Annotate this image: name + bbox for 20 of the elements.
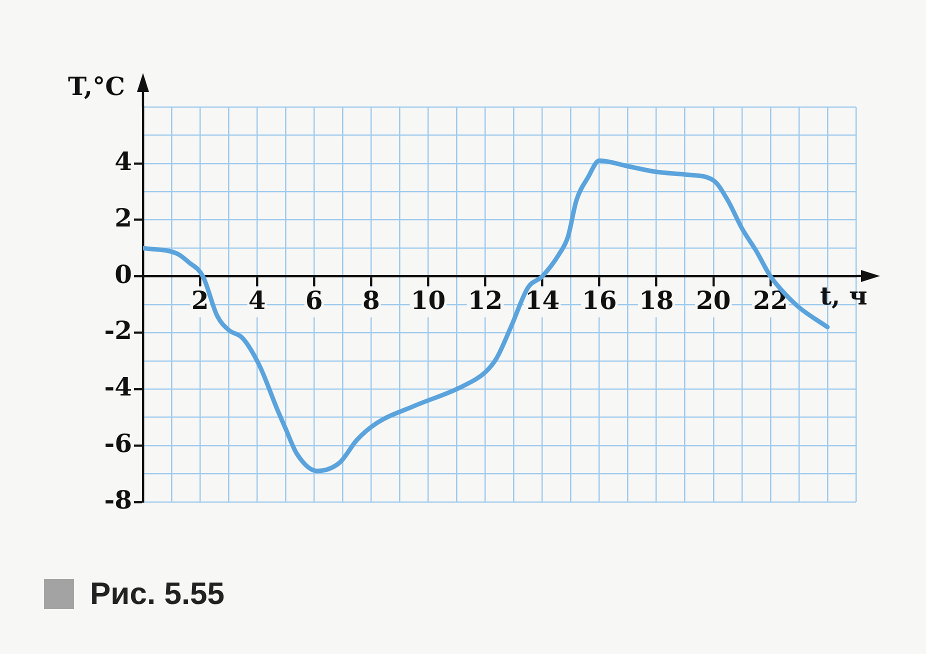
y-tick-label: -8: [104, 486, 132, 514]
x-tick-label: 10: [410, 286, 446, 315]
y-tick-label: -2: [104, 316, 132, 346]
y-tick-label: 4: [114, 146, 132, 176]
x-tick-label: 8: [362, 286, 380, 315]
x-tick-label: 12: [468, 286, 503, 315]
y-tick-label: -4: [104, 372, 132, 402]
x-tick-label: 4: [248, 286, 266, 315]
x-tick-label: 20: [696, 286, 731, 315]
x-tick-label: 6: [305, 286, 323, 315]
x-tick-label: 16: [582, 286, 617, 315]
y-axis-title: T,°C: [68, 72, 125, 101]
y-tick-label: 0: [114, 260, 132, 289]
y-tick-label: 2: [114, 203, 132, 232]
y-tick-label: -6: [104, 429, 132, 458]
x-tick-label: 2: [191, 286, 209, 315]
x-tick-label: 14: [524, 286, 560, 315]
x-axis-title: t, ч: [820, 281, 868, 310]
text: Рис. 5.55: [90, 576, 225, 611]
x-tick-label: 18: [638, 286, 674, 315]
